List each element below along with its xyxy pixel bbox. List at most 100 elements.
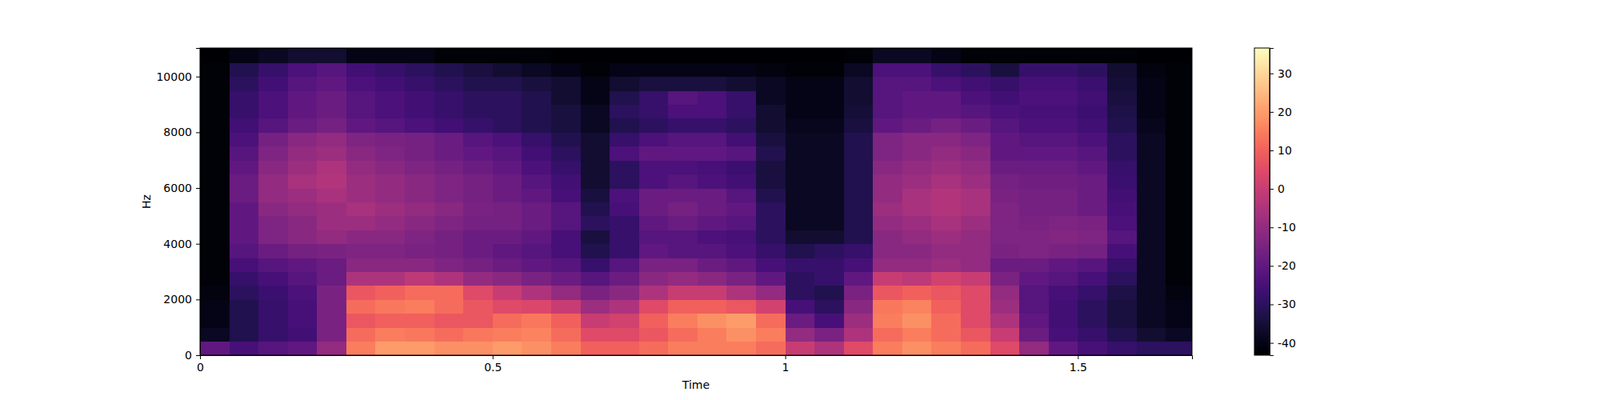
- cell: [463, 160, 493, 175]
- cell: [200, 48, 230, 64]
- cell: [639, 216, 669, 231]
- cell: [1019, 174, 1049, 189]
- cell: [1107, 272, 1137, 287]
- cell: [639, 146, 669, 161]
- cell: [639, 48, 669, 64]
- cell: [1077, 174, 1108, 189]
- cell: [1048, 285, 1079, 300]
- cell: [814, 201, 844, 216]
- tick: -20: [1269, 259, 1296, 272]
- cell: [785, 160, 816, 175]
- cell: [375, 146, 405, 161]
- cell: [463, 188, 493, 203]
- colorbar: [1254, 48, 1270, 356]
- tick: 0.5: [484, 355, 502, 374]
- cell: [1019, 90, 1049, 105]
- cell: [1136, 104, 1167, 120]
- cell: [726, 299, 756, 314]
- cell: [375, 104, 405, 120]
- tick: 8000: [163, 125, 200, 139]
- cell: [960, 76, 991, 92]
- cell: [404, 244, 435, 259]
- tick-label: -40: [1277, 336, 1296, 350]
- cell: [316, 132, 347, 147]
- cell: [200, 244, 230, 259]
- cell: [258, 341, 288, 356]
- cell: [1107, 90, 1137, 105]
- cell: [551, 104, 581, 120]
- cell: [521, 272, 552, 287]
- cell: [609, 216, 640, 231]
- cell: [990, 104, 1020, 120]
- cell: [492, 244, 523, 259]
- cell: [785, 146, 816, 161]
- cell: [609, 132, 640, 147]
- cell: [1077, 201, 1108, 216]
- cell: [551, 48, 581, 64]
- cell: [1048, 146, 1079, 161]
- tick-mark: [1269, 150, 1274, 152]
- cell: [931, 62, 961, 77]
- cell: [785, 229, 816, 244]
- cell: [931, 299, 961, 314]
- cell: [1136, 90, 1167, 105]
- cell: [1107, 160, 1137, 175]
- cell: [872, 132, 903, 147]
- cell: [316, 285, 347, 300]
- cell: [288, 160, 318, 175]
- cell: [375, 299, 405, 314]
- cell: [229, 118, 260, 133]
- cell: [1019, 216, 1049, 231]
- cell: [1165, 201, 1192, 216]
- cell: [229, 146, 260, 161]
- tick: 10000: [156, 70, 200, 84]
- cell: [580, 257, 611, 272]
- cell: [580, 327, 611, 342]
- cell: [346, 62, 376, 77]
- tick-mark: [1077, 355, 1079, 360]
- cell: [229, 62, 260, 77]
- cell: [668, 299, 698, 314]
- cell: [902, 216, 932, 231]
- cell: [609, 160, 640, 175]
- cell: [200, 285, 230, 300]
- cell: [1048, 118, 1079, 133]
- cell: [1048, 48, 1079, 64]
- cell: [200, 257, 230, 272]
- cell: [872, 229, 903, 244]
- cell: [434, 244, 464, 259]
- cell: [1165, 216, 1192, 231]
- tick-mark: [1269, 73, 1274, 75]
- cell: [960, 229, 991, 244]
- cell: [1048, 104, 1079, 120]
- cell: [902, 299, 932, 314]
- cell: [785, 104, 816, 120]
- cell: [316, 118, 347, 133]
- cell: [844, 118, 874, 133]
- cell: [316, 229, 347, 244]
- cell: [814, 174, 844, 189]
- cell: [492, 216, 523, 231]
- cell: [316, 48, 347, 64]
- cell: [726, 104, 756, 120]
- cell: [609, 327, 640, 342]
- cell: [726, 341, 756, 356]
- cell: [1107, 313, 1137, 328]
- cell: [1048, 313, 1079, 328]
- cell: [551, 76, 581, 92]
- cell: [931, 201, 961, 216]
- tick-mark: [1269, 227, 1274, 228]
- cell: [902, 285, 932, 300]
- cell: [1107, 299, 1137, 314]
- cell: [1165, 76, 1192, 92]
- cell: [1019, 132, 1049, 147]
- cell: [404, 285, 435, 300]
- cell: [229, 285, 260, 300]
- cell: [697, 201, 728, 216]
- cell: [756, 174, 786, 189]
- cell: [1048, 188, 1079, 203]
- cell: [814, 216, 844, 231]
- cell: [551, 299, 581, 314]
- tick-label: 8000: [163, 125, 192, 139]
- cell: [872, 257, 903, 272]
